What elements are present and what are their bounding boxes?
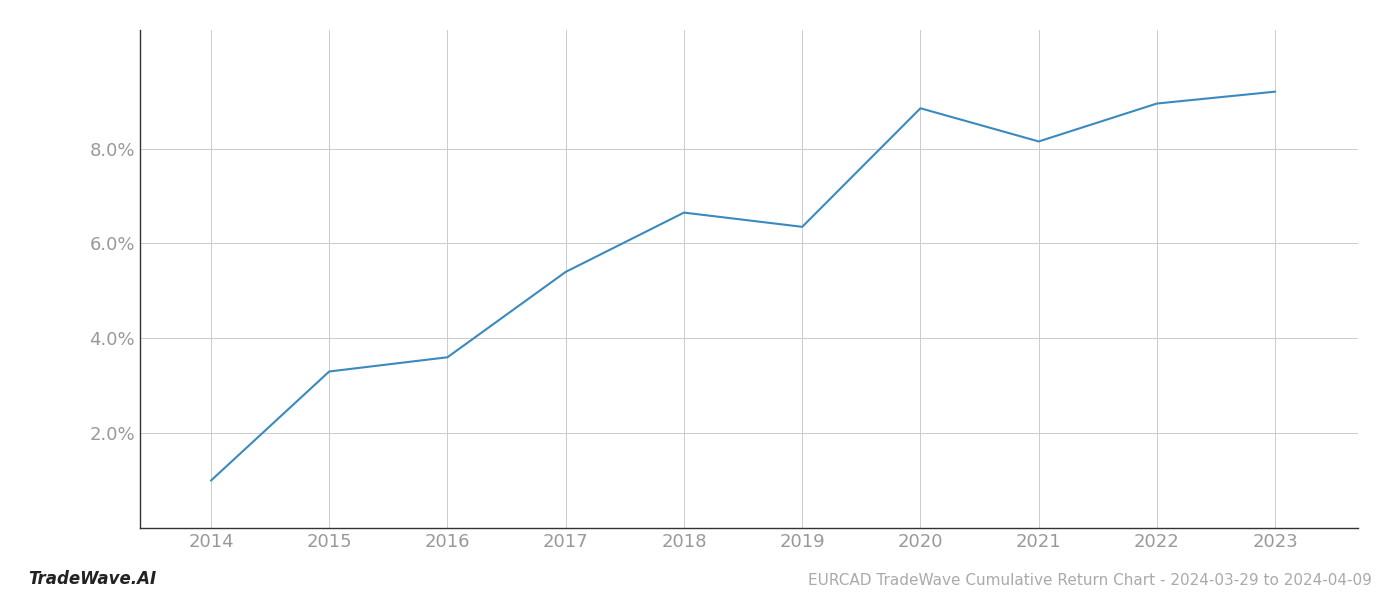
Text: TradeWave.AI: TradeWave.AI	[28, 570, 157, 588]
Text: EURCAD TradeWave Cumulative Return Chart - 2024-03-29 to 2024-04-09: EURCAD TradeWave Cumulative Return Chart…	[808, 573, 1372, 588]
